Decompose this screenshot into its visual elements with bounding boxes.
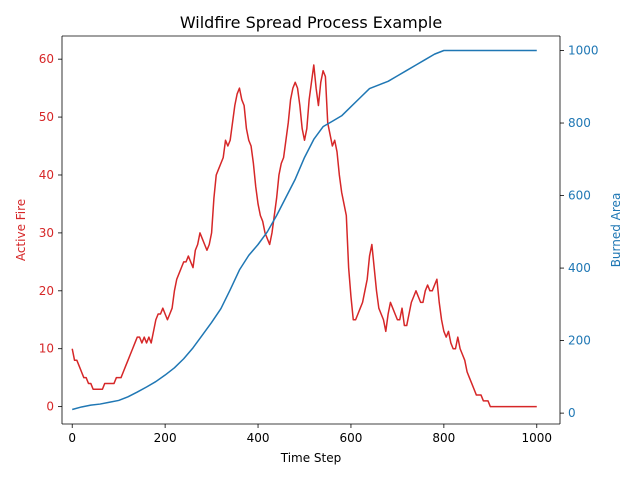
left-y-tick-label: 10 (39, 342, 54, 356)
plot-area: 0 200 400 600 800 100001020304050600200400600… (39, 35, 599, 445)
x-tick-label: 200 (154, 431, 177, 445)
x-tick-label: 800 (432, 431, 455, 445)
x-tick-label: 400 (247, 431, 270, 445)
x-tick-label: 1000 (521, 431, 552, 445)
left-axis-label: Active Fire (14, 199, 28, 261)
right-y-tick-label: 600 (568, 189, 591, 203)
left-y-tick-label: 20 (39, 284, 54, 298)
left-y-tick-label: 40 (39, 168, 54, 182)
left-y-tick-label: 0 (46, 400, 54, 414)
right-y-tick-label: 200 (568, 334, 591, 348)
burned-area-line (72, 49, 537, 411)
right-y-tick-label: 800 (568, 116, 591, 130)
x-tick-label: 0 (68, 431, 76, 445)
right-y-tick-label: 0 (568, 406, 576, 420)
right-y-tick-label: 1000 (568, 44, 599, 58)
chart-title: Wildfire Spread Process Example (180, 13, 442, 32)
x-axis-label: Time Step (280, 451, 342, 465)
left-y-tick-label: 50 (39, 110, 54, 124)
left-y-tick-label: 60 (39, 52, 54, 66)
x-tick-label: 600 (339, 431, 362, 445)
active-fire-line (71, 64, 537, 408)
right-y-tick-label: 400 (568, 261, 591, 275)
left-y-tick-label: 30 (39, 226, 54, 240)
right-axis-label: Burned Area (609, 193, 623, 268)
